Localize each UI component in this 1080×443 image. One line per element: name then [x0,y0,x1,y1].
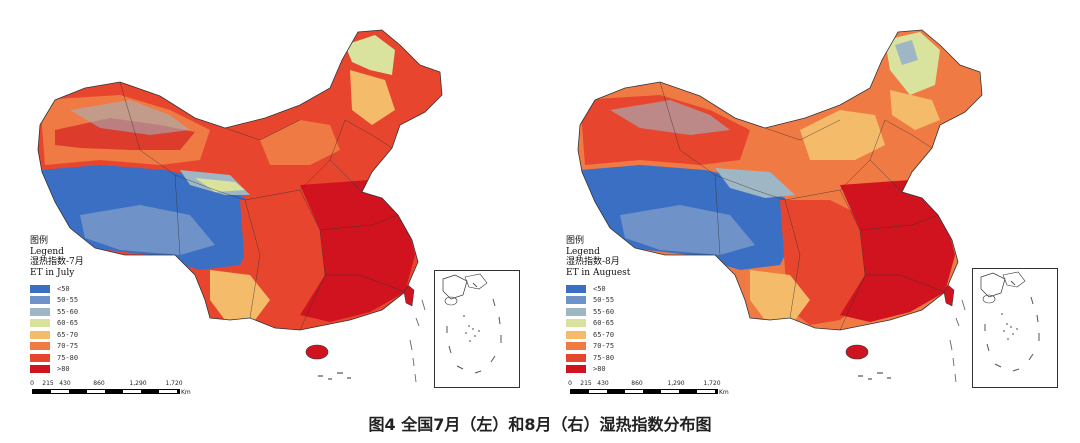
map-panel-august: 图例 Legend 湿热指数-8月 ET in Auguest <50 50-5… [540,0,1080,400]
hainan-island [845,344,869,360]
legend-swatch [30,319,50,328]
legend-item: 65-70 [30,329,84,341]
south-china-sea-inset [434,270,520,388]
legend-label: 55-60 [593,307,615,316]
legend-swatch [566,353,586,362]
legend-label: 75-80 [593,353,615,362]
china-map-august [577,29,983,383]
legend-label: 50-55 [57,296,79,304]
taiwan-island [403,284,415,307]
scale-tick: 215 [42,380,54,387]
hainan-island [305,344,329,360]
south-china-sea-inset-map [980,271,1040,372]
legend-title-et: ET in July [30,267,75,278]
legend-label: <50 [593,284,606,293]
legend-label: 55-60 [57,307,79,316]
legend-july: 图例 Legend 湿热指数-7月 ET in July <50 50-55 5… [30,236,84,375]
scale-tick: 430 [597,380,609,387]
legend-label: >80 [593,365,606,373]
scale-tick: 0 [568,380,572,387]
legend-item: 50-55 [30,295,84,307]
legend-heading: 图例 [30,236,49,246]
scale-tick: 1,720 [703,380,721,387]
legend-title-et: ET in Auguest [566,267,631,278]
legend-title-cn: 湿热指数-8月 [566,257,620,267]
map-panel-july: 图例 Legend 湿热指数-7月 ET in July <50 50-55 5… [0,0,540,400]
legend-label: <50 [57,284,70,293]
scale-unit: Km [719,389,729,396]
legend-label: 70-75 [593,342,615,350]
legend-label: 70-75 [57,342,79,350]
south-china-sea-inset-map [442,273,502,374]
scale-tick: 860 [93,380,105,387]
taiwan-island [943,284,955,307]
legend-item: 70-75 [566,341,630,353]
china-map-july [37,29,443,383]
legend-item: 75-80 [30,352,84,364]
legend-title-en: Legend [566,246,600,257]
scale-tick: 0 [30,380,34,387]
legend-swatch [566,342,586,351]
scale-bar-graphic [570,389,718,394]
legend-label: 60-65 [593,319,615,327]
scale-tick: 1,290 [129,380,147,387]
legend-label: 75-80 [57,353,79,362]
legend-swatch [566,284,586,293]
legend-august: 图例 Legend 湿热指数-8月 ET in Auguest <50 50-5… [566,236,630,375]
legend-item: <50 [566,283,630,295]
legend-swatch [30,296,50,305]
legend-swatch [30,342,50,351]
scale-tick: 1,720 [165,380,183,387]
legend-item: 65-70 [566,329,630,341]
scale-bar-graphic [32,389,180,394]
legend-item: 55-60 [566,306,630,318]
legend-swatch [566,319,586,328]
scale-bar-july: 0 215 430 860 1,290 1,720 Km [28,380,191,398]
legend-item: 75-80 [566,352,630,364]
south-china-sea-inset [972,268,1058,388]
legend-swatch [30,330,50,339]
legend-label: 65-70 [593,330,615,339]
legend-title-en: Legend [30,246,64,257]
legend-label: 50-55 [593,296,615,304]
legend-label: 65-70 [57,330,79,339]
legend-swatch [566,296,586,305]
figure-caption: 图4 全国7月（左）和8月（右）湿热指数分布图 [368,415,712,434]
legend-item: 70-75 [30,341,84,353]
legend-swatch [566,330,586,339]
legend-item: <50 [30,283,84,295]
legend-swatch [30,365,50,374]
legend-item: 60-65 [30,318,84,330]
scale-unit: Km [181,389,191,396]
scale-bar-august: 0 215 430 860 1,290 1,720 Km [566,380,729,398]
legend-label: >80 [57,365,70,373]
legend-item: >80 [30,364,84,376]
legend-swatch [30,284,50,293]
legend-item: >80 [566,364,630,376]
legend-heading: 图例 [566,236,585,246]
legend-swatch [566,365,586,374]
scale-tick: 430 [59,380,71,387]
legend-title-cn: 湿热指数-7月 [30,257,84,267]
legend-item: 55-60 [30,306,84,318]
scale-tick: 860 [631,380,643,387]
legend-swatches: <50 50-55 55-60 60-65 65-70 70-75 75-80 … [566,283,630,375]
legend-item: 50-55 [566,295,630,307]
scale-tick: 1,290 [667,380,685,387]
legend-swatch [30,307,50,316]
legend-swatch [30,353,50,362]
legend-swatches: <50 50-55 55-60 60-65 65-70 70-75 75-80 … [30,283,84,375]
scale-tick: 215 [580,380,592,387]
legend-item: 60-65 [566,318,630,330]
legend-label: 60-65 [57,319,79,327]
legend-swatch [566,307,586,316]
